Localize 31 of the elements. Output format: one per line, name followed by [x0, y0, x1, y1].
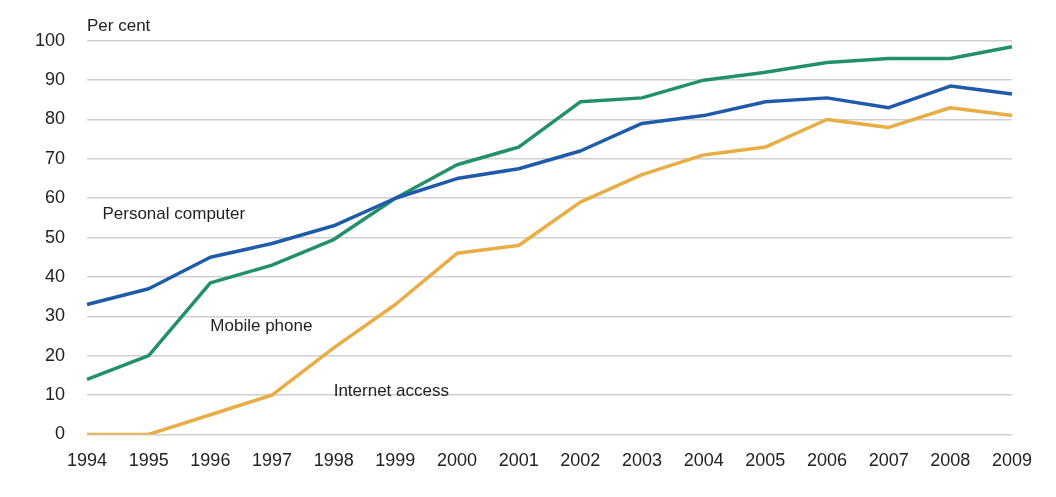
series-label: Internet access [333, 380, 449, 400]
x-tick-label: 2003 [621, 450, 663, 471]
x-tick-label: 2006 [806, 450, 848, 471]
y-tick-label: 50 [45, 226, 66, 247]
x-tick-label: 2001 [498, 450, 539, 471]
y-tick-label: 30 [45, 305, 66, 326]
y-tick-label: 70 [45, 147, 66, 168]
x-tick-label: 1995 [128, 450, 169, 471]
x-tick-label: 2008 [930, 450, 971, 471]
y-tick-label: 0 [55, 423, 66, 444]
x-tick-label: 1998 [313, 450, 354, 471]
x-tick-label: 1994 [67, 450, 108, 471]
series-label: Mobile phone [210, 315, 313, 335]
y-tick-label: 80 [45, 108, 66, 129]
x-tick-label: 2002 [560, 450, 601, 471]
x-tick-label: 2005 [745, 450, 786, 471]
x-tick-label: 2009 [991, 450, 1032, 471]
y-tick-label: 100 [34, 29, 66, 50]
y-tick-label: 10 [45, 384, 66, 405]
y-tick-label: 20 [45, 344, 66, 365]
x-tick-label: 1996 [190, 450, 231, 471]
y-axis-title: Per cent [87, 15, 151, 35]
y-tick-label: 60 [45, 187, 66, 208]
x-tick-label: 1999 [375, 450, 416, 471]
y-tick-label: 40 [45, 265, 66, 286]
y-tick-label: 90 [45, 69, 66, 90]
x-tick-label: 2004 [683, 450, 724, 471]
x-tick-label: 2000 [436, 450, 478, 471]
x-tick-label: 1997 [252, 450, 293, 471]
x-tick-label: 2007 [868, 450, 909, 471]
series-label: Personal computer [102, 203, 246, 223]
